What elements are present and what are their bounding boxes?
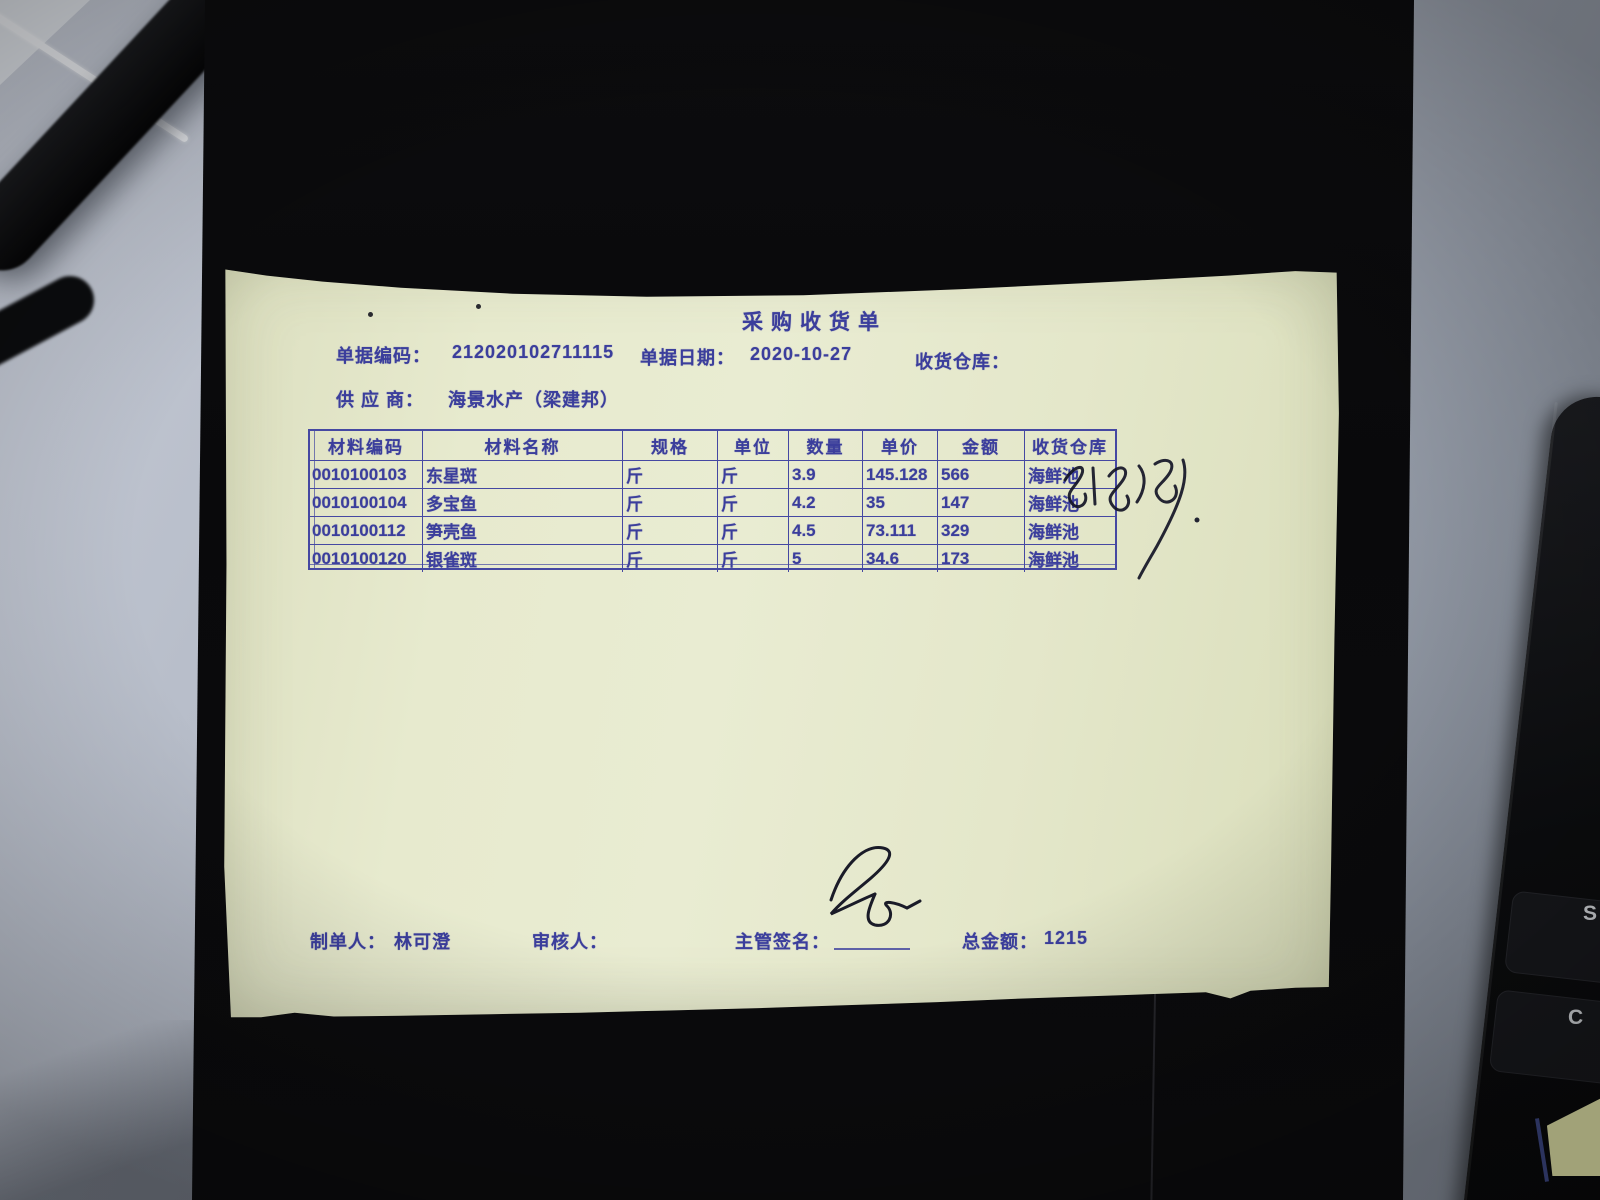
table-row: 0010100112 笋壳鱼 斤 斤 4.5 73.111 329 海鲜池 <box>310 516 1115 544</box>
cell-amount: 173 <box>937 545 1024 572</box>
warehouse-label: 收货仓库： <box>915 352 1010 372</box>
cell-warehouse: 海鲜池 <box>1024 489 1115 516</box>
col-header: 规格 <box>622 431 717 460</box>
cell-spec: 斤 <box>622 517 717 544</box>
cell-amount: 566 <box>937 461 1024 488</box>
cell-spec: 斤 <box>622 489 717 516</box>
maker-label: 制单人： <box>310 932 386 952</box>
items-table: 材料编码 材料名称 规格 单位 数量 单价 金额 收货仓库 0010100103… <box>308 429 1117 572</box>
doc-date-value: 2020-10-27 <box>750 344 853 364</box>
cell-material-name: 多宝鱼 <box>422 489 622 516</box>
signature-underline <box>834 948 910 950</box>
document-title: 采购收货单 <box>742 311 887 334</box>
doc-code-value: 212020102711115 <box>452 342 615 362</box>
device-key-label-s: S <box>1583 902 1598 925</box>
cell-unit-price: 73.111 <box>862 517 937 544</box>
device-key <box>1488 989 1600 1088</box>
cell-amount: 329 <box>937 517 1024 544</box>
black-cable-tail <box>0 267 103 381</box>
cell-material-code: 0010100120 <box>312 548 407 568</box>
cell-unit-price: 34.6 <box>862 545 937 572</box>
cell-warehouse: 海鲜池 <box>1024 545 1115 572</box>
col-header: 金额 <box>937 431 1024 460</box>
cell-warehouse: 海鲜池 <box>1024 517 1115 544</box>
total-value: 1215 <box>1044 928 1089 948</box>
cell-material-code: 0010100112 <box>312 520 406 540</box>
table-row: 0010100104 多宝鱼 斤 斤 4.2 35 147 海鲜池 <box>310 488 1115 516</box>
supplier-value: 海景水产（梁建邦） <box>448 390 619 410</box>
cell-quantity: 4.5 <box>788 517 862 544</box>
cell-unit: 斤 <box>717 517 788 544</box>
cell-quantity: 3.9 <box>788 461 862 488</box>
col-header: 单位 <box>717 431 788 460</box>
cell-quantity: 5 <box>788 545 862 572</box>
cell-spec: 斤 <box>622 461 717 488</box>
table-row: 0010100120 银雀斑 斤 斤 5 34.6 173 海鲜池 <box>310 544 1115 572</box>
table-double-line <box>314 431 315 568</box>
cell-amount: 147 <box>937 489 1024 516</box>
col-header: 材料编码 <box>328 438 404 457</box>
cell-unit-price: 35 <box>862 489 937 516</box>
col-header: 数量 <box>788 431 862 460</box>
doc-code-label: 单据编码： <box>336 346 431 366</box>
col-header: 收货仓库 <box>1024 431 1115 460</box>
calculator-device <box>1454 392 1600 1200</box>
receipt-paper: 采购收货单 单据编码： 212020102711115 单据日期： 2020-1… <box>224 269 1339 1018</box>
cell-material-name: 笋壳鱼 <box>422 517 622 544</box>
cell-unit: 斤 <box>717 489 788 516</box>
manager-signature-handwriting <box>829 846 922 927</box>
doc-date-label: 单据日期： <box>640 348 735 368</box>
table-double-line <box>310 564 1115 565</box>
table-row: 0010100103 东星斑 斤 斤 3.9 145.128 566 海鲜池 <box>310 460 1115 488</box>
maker-value: 林可澄 <box>394 932 451 952</box>
receiver-signature-handwriting <box>1063 458 1200 580</box>
auditor-label: 审核人： <box>532 932 608 952</box>
paper-speck <box>368 312 373 317</box>
cell-unit-price: 145.128 <box>862 461 937 488</box>
total-label: 总金额： <box>962 932 1038 952</box>
supplier-label: 供 应 商： <box>336 390 425 410</box>
device-edge-highlight <box>1457 401 1558 1200</box>
cell-material-code: 0010100103 <box>312 464 407 484</box>
col-header: 单价 <box>862 431 937 460</box>
manager-sign-label: 主管签名： <box>735 932 830 952</box>
cell-material-code: 0010100104 <box>312 492 407 512</box>
cell-material-name: 银雀斑 <box>422 545 622 572</box>
cell-material-name: 东星斑 <box>422 461 622 488</box>
cell-warehouse: 海鲜池 <box>1024 461 1115 488</box>
cell-quantity: 4.2 <box>788 489 862 516</box>
paper-speck <box>476 304 481 309</box>
col-header: 材料名称 <box>422 431 622 460</box>
cell-spec: 斤 <box>622 545 717 572</box>
cell-unit: 斤 <box>717 461 788 488</box>
device-key-label-c: C <box>1568 1006 1584 1029</box>
cell-unit: 斤 <box>717 545 788 572</box>
table-header-row: 材料编码 材料名称 规格 单位 数量 单价 金额 收货仓库 <box>310 431 1115 460</box>
